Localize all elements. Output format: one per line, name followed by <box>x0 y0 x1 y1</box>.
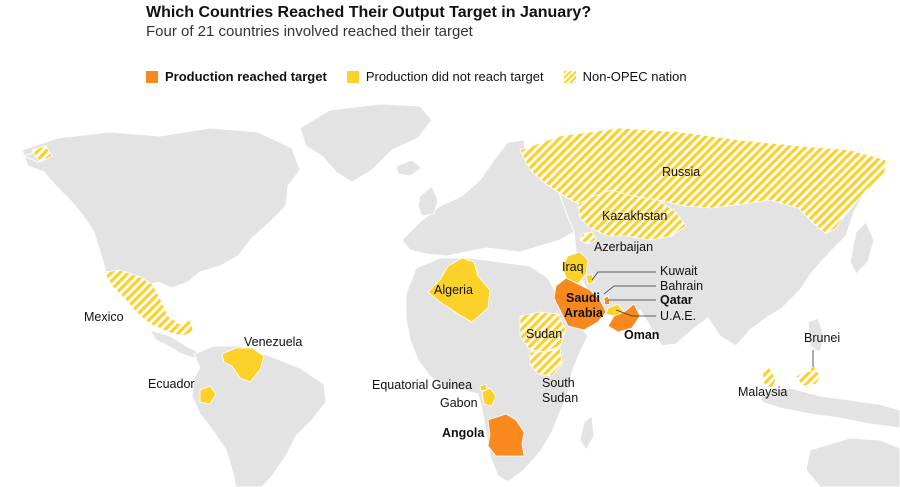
land-north-america <box>21 127 301 291</box>
leader-bahrain <box>603 285 656 295</box>
legend-item-non-opec: Non-OPEC nation <box>563 69 687 84</box>
legend: Production reached target Production did… <box>146 69 707 84</box>
label-gabon: Gabon <box>440 396 478 410</box>
label-oman: Oman <box>624 328 659 342</box>
leader-lines <box>591 271 814 367</box>
label-venezuela: Venezuela <box>244 335 302 349</box>
country-highlights <box>31 127 887 457</box>
label-algeria: Algeria <box>434 283 473 297</box>
label-brunei: Brunei <box>804 331 840 345</box>
legend-swatch-not-reached <box>346 70 359 83</box>
leader-kuwait <box>591 271 656 281</box>
country-angola <box>487 413 525 457</box>
country-venezuela <box>221 347 265 383</box>
label-uae: U.A.E. <box>660 309 696 323</box>
legend-label-non-opec: Non-OPEC nation <box>582 69 687 84</box>
legend-item-not-reached: Production did not reach target <box>346 69 544 84</box>
label-mexico: Mexico <box>84 310 124 324</box>
country-azerbaijan <box>579 231 597 245</box>
land-philippines <box>807 317 825 353</box>
land-south-america <box>191 345 327 487</box>
land-central-america <box>148 329 199 359</box>
country-sudan <box>519 311 567 353</box>
label-ecuador: Ecuador <box>148 377 195 391</box>
country-labels: Russia Kazakhstan Azerbaijan Iraq Kuwait… <box>84 165 840 440</box>
label-malaysia: Malaysia <box>738 385 787 399</box>
label-iraq: Iraq <box>562 260 584 274</box>
leader-uae <box>615 309 656 317</box>
label-bahrain: Bahrain <box>660 279 703 293</box>
country-oman <box>607 303 641 333</box>
label-russia: Russia <box>662 165 700 179</box>
country-ecuador <box>199 385 217 405</box>
label-south-sudan-line2: Sudan <box>542 391 578 405</box>
country-kazakhstan <box>577 189 687 241</box>
country-algeria <box>427 257 491 323</box>
land-greenland <box>299 103 433 183</box>
label-azerbaijan: Azerbaijan <box>594 240 653 254</box>
country-qatar <box>603 295 611 306</box>
country-mexico <box>103 269 195 337</box>
label-kazakhstan: Kazakhstan <box>602 209 667 223</box>
country-saudi-arabia <box>553 277 607 331</box>
legend-label-reached: Production reached target <box>165 69 327 84</box>
country-russia-chukotka <box>31 145 53 163</box>
legend-item-reached: Production reached target <box>146 69 327 84</box>
country-kuwait <box>585 273 595 285</box>
label-angola: Angola <box>442 426 485 440</box>
label-kuwait: Kuwait <box>660 264 698 278</box>
label-equatorial-guinea: Equatorial Guinea <box>372 378 472 392</box>
label-saudi-arabia-line1: Saudi <box>566 291 600 305</box>
country-malaysia <box>761 367 823 389</box>
country-iraq <box>561 251 589 285</box>
country-south-sudan <box>529 347 563 377</box>
legend-swatch-reached <box>146 70 158 83</box>
land-australia <box>805 437 900 487</box>
land-uk <box>417 185 439 217</box>
land-indonesia <box>759 387 900 429</box>
label-qatar: Qatar <box>660 293 693 307</box>
chart-title: Which Countries Reached Their Output Tar… <box>146 4 592 21</box>
land-iceland <box>395 159 423 177</box>
label-saudi-arabia-line2: Arabia <box>564 306 604 320</box>
country-gabon <box>481 387 497 407</box>
label-sudan: Sudan <box>526 327 562 341</box>
land-japan <box>849 221 875 275</box>
label-south-sudan-line1: South <box>542 376 575 390</box>
land-madagascar <box>579 415 595 451</box>
legend-label-not-reached: Production did not reach target <box>365 69 544 84</box>
chart-subtitle: Four of 21 countries involved reached th… <box>146 23 473 40</box>
legend-swatch-non-opec <box>563 70 576 83</box>
